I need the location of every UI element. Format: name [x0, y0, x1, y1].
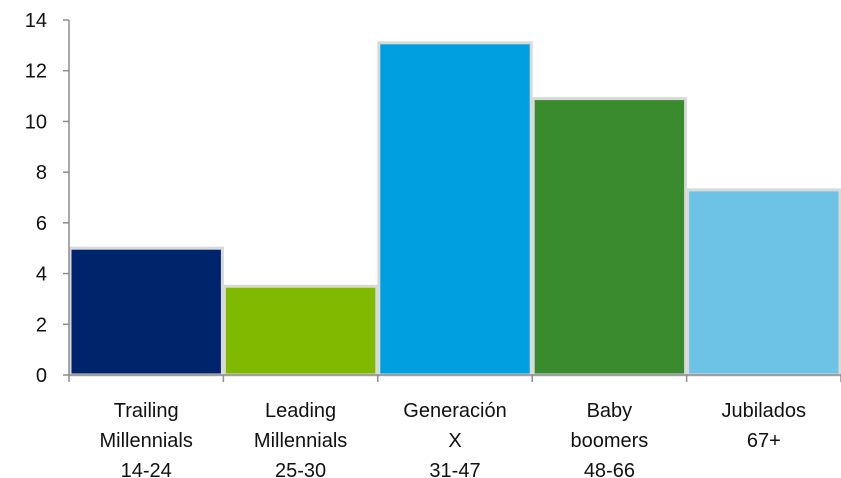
- x-category-label-line: boomers: [570, 430, 648, 452]
- x-category-label-line: 67+: [747, 430, 781, 452]
- bar-2: [377, 41, 533, 377]
- y-tick-label: 8: [36, 162, 47, 184]
- x-category-label-line: X: [448, 430, 461, 452]
- x-category-label-line: Millennials: [254, 430, 347, 452]
- x-axis-labels: Trailing Millennials 14-24 Leading Millennia…: [100, 400, 807, 478]
- x-category-label-line: Millennials: [100, 430, 193, 452]
- x-category-label-line: Leading: [265, 400, 336, 422]
- y-tick-label: 6: [36, 213, 47, 235]
- bars-group: [68, 41, 841, 377]
- bar-4: [686, 188, 841, 377]
- bar-1: [222, 284, 379, 377]
- y-tick-label: 0: [36, 365, 47, 387]
- x-category-label: Trailing Millennials 14-24: [100, 400, 193, 478]
- x-category-label-line: Generación: [403, 400, 506, 422]
- y-tick-label: 10: [25, 111, 47, 133]
- y-tick-label: 14: [25, 10, 47, 32]
- x-axis-ticks: [68, 375, 841, 382]
- y-axis-ticks: 0 2 4 6 8 10 12 14: [25, 10, 69, 387]
- x-category-label-line: Trailing: [114, 400, 179, 422]
- y-tick-label: 4: [36, 264, 47, 286]
- x-category-label-line: 48-66: [584, 460, 635, 478]
- x-category-label-line: Jubilados: [722, 400, 807, 422]
- y-tick-label: 12: [25, 61, 47, 83]
- bar-3: [531, 97, 688, 377]
- x-category-label: Baby boomers 48-66: [570, 400, 648, 478]
- x-category-label: Generación X 31-47: [403, 400, 506, 478]
- x-category-label-line: Baby: [587, 400, 633, 422]
- y-tick-label: 2: [36, 314, 47, 336]
- x-category-label: Leading Millennials 25-30: [254, 400, 347, 478]
- x-category-label-line: 25-30: [275, 460, 326, 478]
- x-category-label: Jubilados 67+: [722, 400, 807, 452]
- bar-0: [68, 246, 224, 377]
- x-category-label-line: 14-24: [121, 460, 172, 478]
- x-category-label-line: 31-47: [429, 460, 480, 478]
